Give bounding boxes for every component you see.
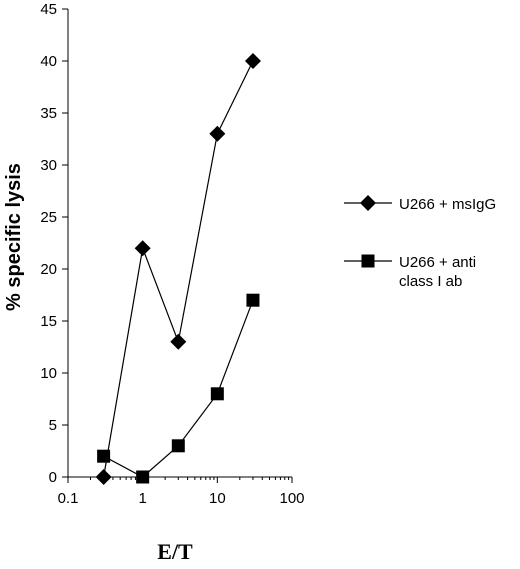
data-point <box>244 53 261 69</box>
series-1 <box>95 53 261 485</box>
y-tick-label: 35 <box>40 105 57 122</box>
x-tick-label: 10 <box>209 490 226 507</box>
legend-label: U266 + msIgG <box>399 196 496 213</box>
data-point <box>210 387 224 401</box>
x-tick-label: 1 <box>138 490 146 507</box>
legend-label: U266 + anti <box>399 254 476 271</box>
axes <box>67 9 292 478</box>
data-point <box>246 293 260 307</box>
legend-marker <box>361 254 375 268</box>
data-point <box>171 439 185 453</box>
y-tick-label: 10 <box>40 365 57 382</box>
data-point <box>97 449 111 463</box>
y-axis-ticks: 0 5 10 15 20 25 30 35 40 45 <box>40 1 68 486</box>
data-point <box>209 125 226 142</box>
data-point <box>95 469 112 485</box>
legend-marker <box>360 195 376 211</box>
y-tick-label: 0 <box>49 469 57 486</box>
x-axis-label: E/T <box>157 539 193 564</box>
legend: U266 + msIgG U266 + anti class I ab <box>344 195 496 290</box>
x-tick-label: 0.1 <box>58 490 79 507</box>
data-point <box>136 470 150 484</box>
series-layer <box>95 53 261 485</box>
y-tick-label: 40 <box>40 53 57 70</box>
y-tick-label: 5 <box>49 417 57 434</box>
y-tick-label: 15 <box>40 313 57 330</box>
y-tick-label: 45 <box>40 1 57 18</box>
legend-entry-1: U266 + msIgG <box>344 195 496 213</box>
y-axis-label: % specific lysis <box>3 163 25 311</box>
series-line <box>103 60 254 478</box>
series-2 <box>97 293 260 484</box>
y-tick-label: 30 <box>40 157 57 174</box>
legend-label: class I ab <box>399 273 462 290</box>
x-tick-label: 100 <box>279 490 304 507</box>
x-axis-ticks: 0.1 1 10 100 <box>58 477 305 507</box>
y-tick-label: 20 <box>40 261 57 278</box>
data-point <box>134 240 151 257</box>
data-point <box>170 333 187 350</box>
y-tick-label: 25 <box>40 209 57 226</box>
legend-entry-2: U266 + anti class I ab <box>344 254 476 290</box>
